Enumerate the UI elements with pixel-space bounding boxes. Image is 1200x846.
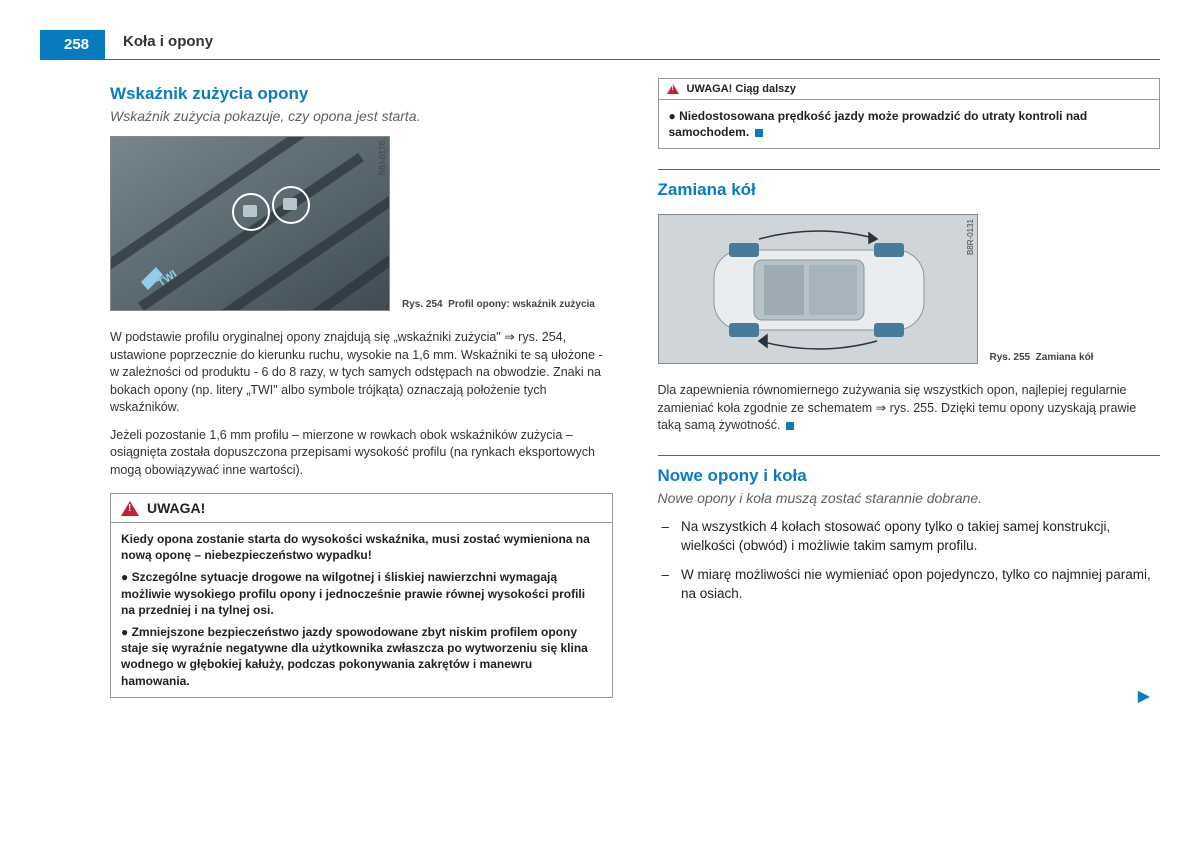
page-header: 258 Koła i opony	[40, 30, 1160, 60]
tire-wear-figure: TWI B8J-0176	[110, 136, 390, 311]
car-top-svg	[659, 215, 978, 364]
warning-icon	[667, 84, 679, 94]
warning-continued-box: UWAGA! Ciąg dalszy ● Niedostosowana pręd…	[658, 78, 1161, 149]
warning-continued-body: ● Niedostosowana prędkość jazdy może pro…	[659, 100, 1160, 148]
warning-continued-title: UWAGA! Ciąg dalszy	[687, 83, 796, 95]
warning-title: UWAGA!	[147, 500, 205, 516]
warning-body: Kiedy opona zostanie starta do wysokości…	[111, 523, 612, 697]
section-heading: Nowe opony i koła	[658, 466, 1161, 486]
continue-arrow-icon: ▶	[1138, 686, 1150, 706]
wheel-rotation-figure: B8R-0131	[658, 214, 978, 364]
body-paragraph: Dla zapewnienia równomiernego zużywania …	[658, 382, 1161, 435]
figure-caption: Rys. 255 Zamiana kół	[990, 351, 1094, 364]
section-subtitle: Wskaźnik zużycia pokazuje, czy opona jes…	[110, 108, 613, 124]
figure-255: B8R-0131 Rys. 255 Zamiana kół	[658, 214, 1161, 364]
figure-254: TWI B8J-0176 Rys. 254 Profil opony: wska…	[110, 136, 613, 311]
figure-code: B8R-0131	[966, 219, 975, 255]
warning-box: UWAGA! Kiedy opona zostanie starta do wy…	[110, 493, 613, 698]
warning-icon	[121, 501, 139, 516]
list-item: –Na wszystkich 4 kołach stosować opony t…	[658, 518, 1161, 556]
body-paragraph: W podstawie profilu oryginalnej opony zn…	[110, 329, 613, 417]
section-divider	[658, 455, 1161, 456]
left-column: Wskaźnik zużycia opony Wskaźnik zużycia …	[110, 78, 613, 712]
figure-code: B8J-0176	[378, 141, 387, 175]
tire-tread-svg: TWI	[111, 137, 390, 311]
section-divider	[658, 169, 1161, 170]
section-heading: Zamiana kół	[658, 180, 1161, 200]
warning-continued-header: UWAGA! Ciąg dalszy	[659, 79, 1160, 100]
chapter-title: Koła i opony	[105, 33, 213, 56]
list-item: –W miarę możliwości nie wymieniać opon p…	[658, 566, 1161, 604]
body-paragraph: Jeżeli pozostanie 1,6 mm profilu – mierz…	[110, 427, 613, 480]
section-heading: Wskaźnik zużycia opony	[110, 84, 613, 104]
page-number: 258	[40, 30, 105, 59]
right-column: UWAGA! Ciąg dalszy ● Niedostosowana pręd…	[658, 78, 1161, 712]
figure-caption: Rys. 254 Profil opony: wskaźnik zużycia	[402, 298, 595, 311]
section-subtitle: Nowe opony i koła muszą zostać starannie…	[658, 490, 1161, 506]
warning-header: UWAGA!	[111, 494, 612, 523]
